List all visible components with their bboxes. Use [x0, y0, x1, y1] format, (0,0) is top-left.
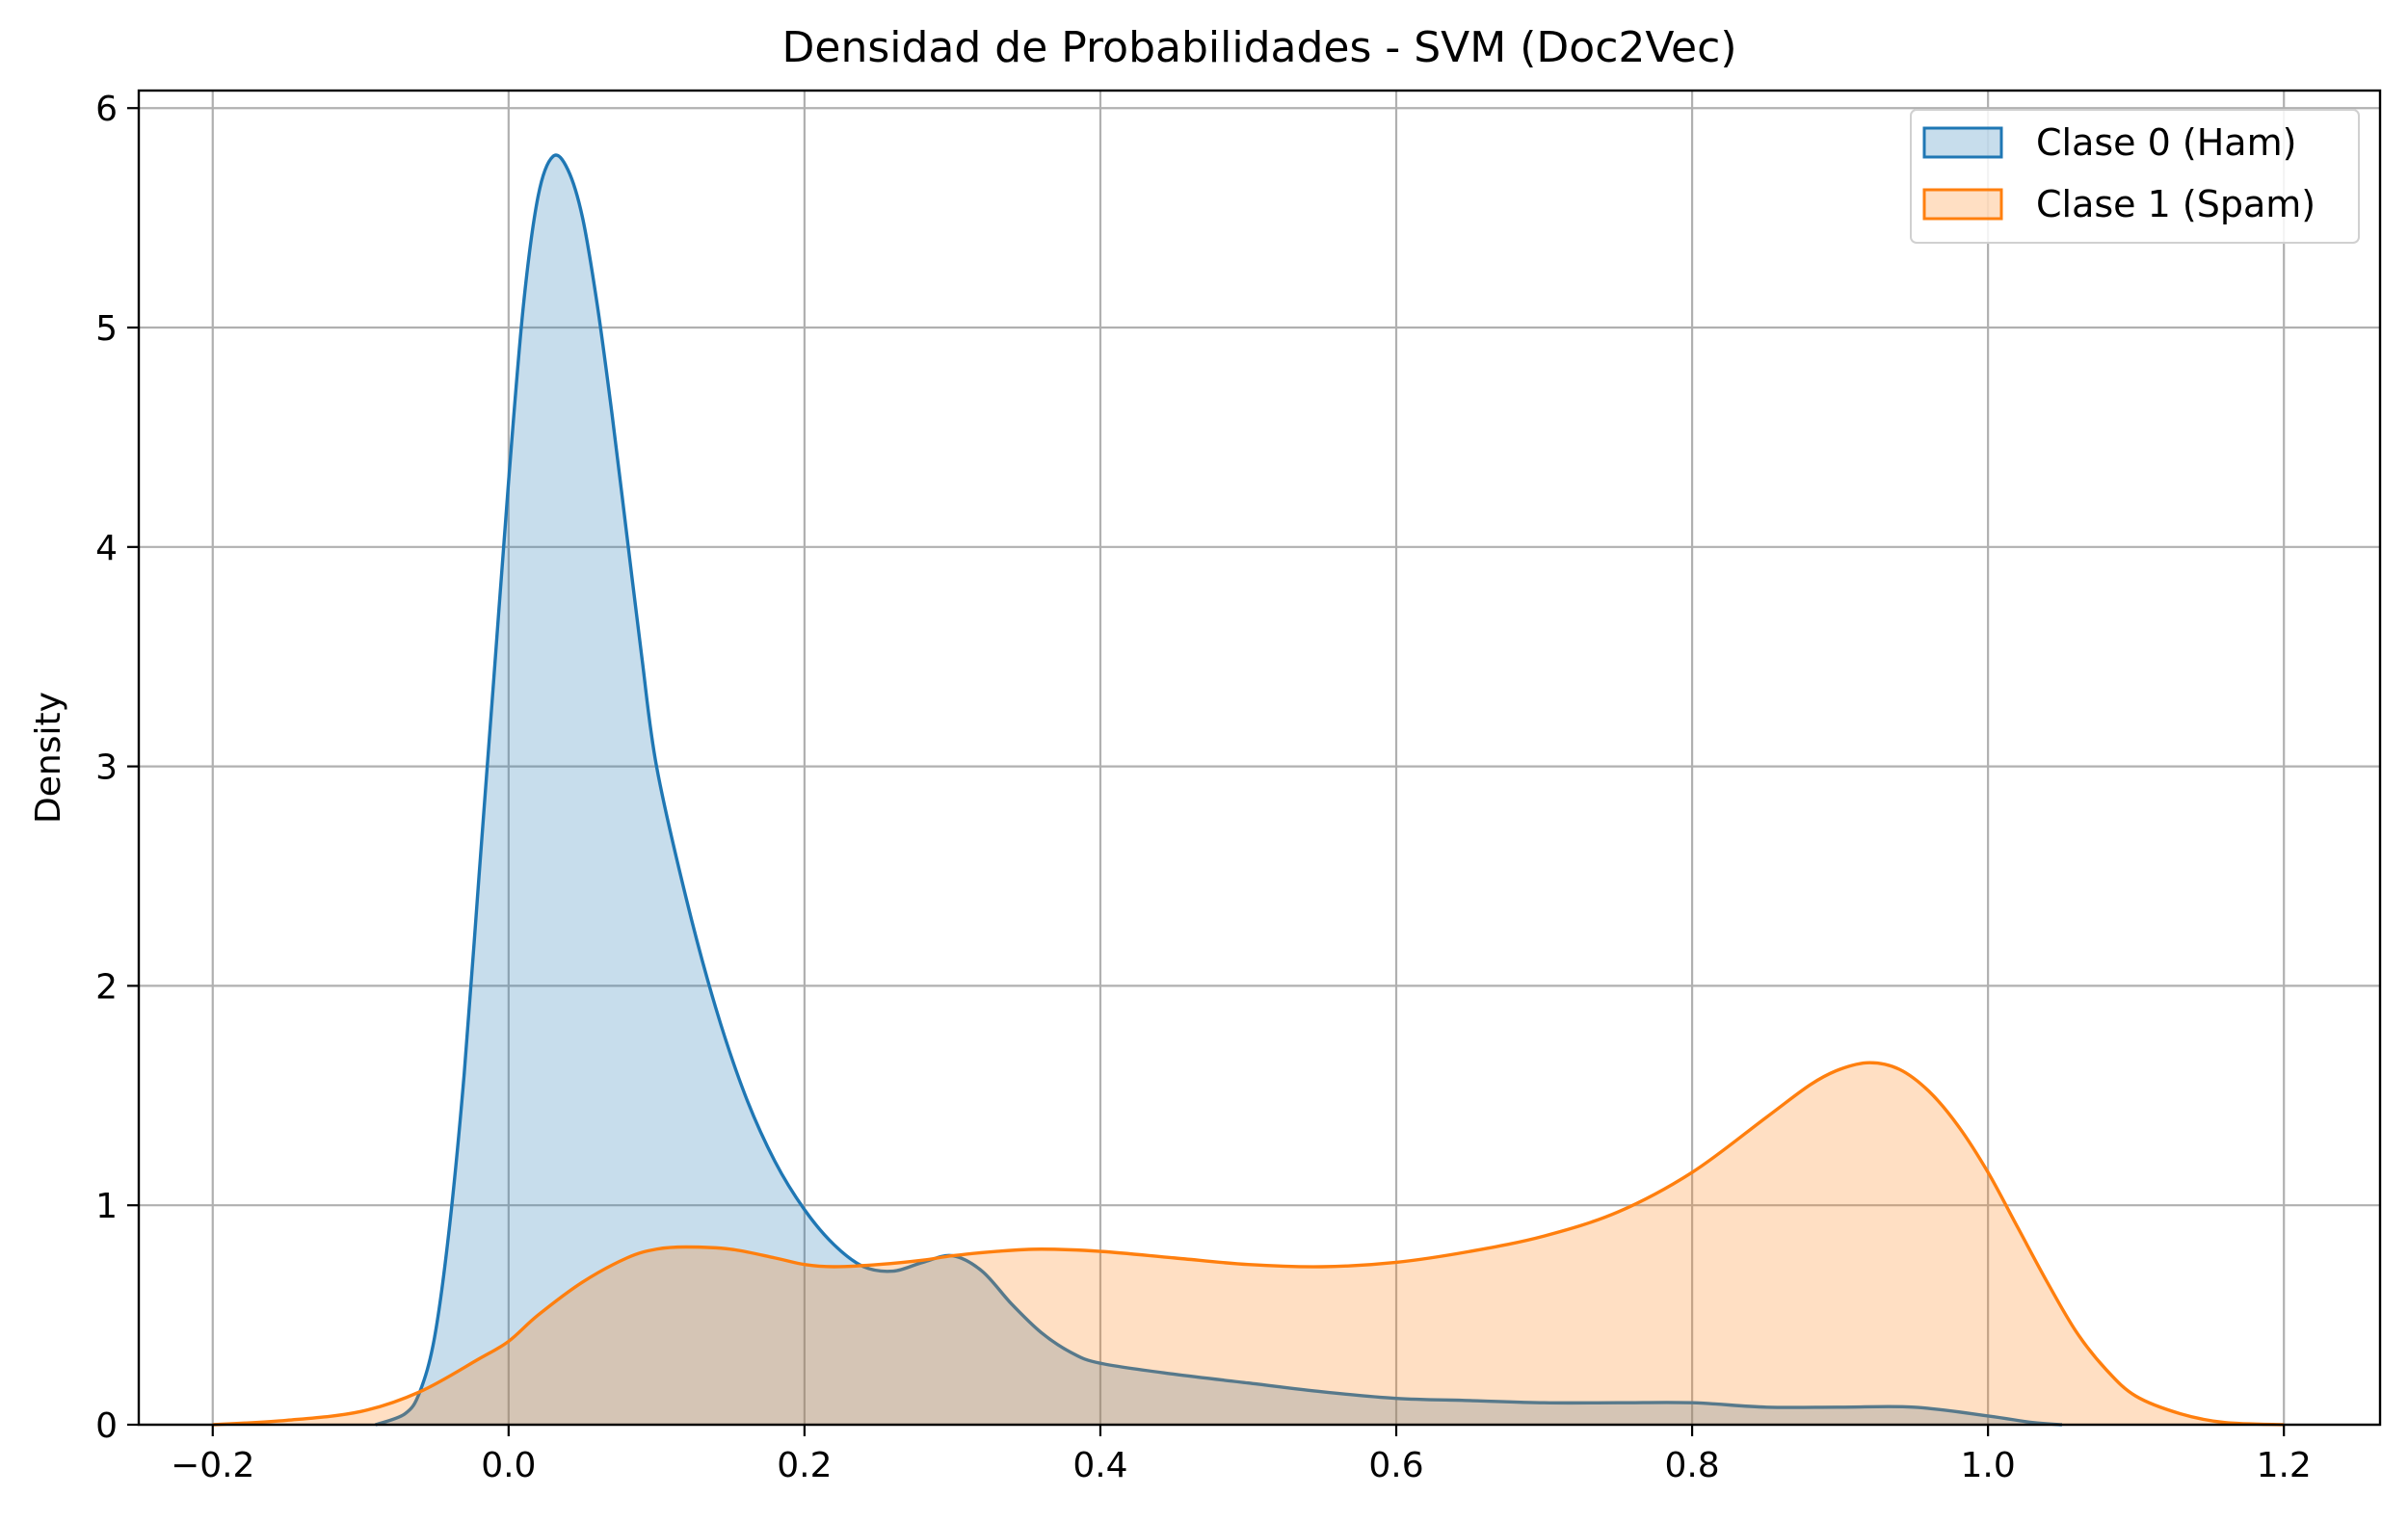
- legend-swatch: [1922, 126, 2003, 159]
- series-1-line: [212, 1061, 2285, 1427]
- x-tick-label: 1.2: [2257, 1446, 2312, 1485]
- series-0-line: [375, 153, 2063, 1427]
- y-tick-label: 0: [95, 1406, 118, 1446]
- legend-box: [1910, 109, 2360, 244]
- x-tick-label: 0.8: [1664, 1446, 1719, 1485]
- x-tick-label: 0.4: [1072, 1446, 1127, 1485]
- x-tick-label: 0.2: [777, 1446, 832, 1485]
- series-layer: [212, 153, 2285, 1427]
- legend: Clase 0 (Ham) Clase 1 (Spam): [1910, 109, 2360, 244]
- legend-label: Clase 1 (Spam): [2036, 183, 2315, 225]
- legend-swatch: [1922, 188, 2003, 221]
- y-axis-label: Density: [29, 692, 68, 824]
- plot-frame: [137, 89, 2382, 1427]
- x-tick-label: −0.2: [171, 1446, 254, 1485]
- legend-label: Clase 0 (Ham): [2036, 121, 2296, 164]
- y-tick-label: 2: [95, 967, 118, 1007]
- y-tick-label: 5: [95, 309, 118, 349]
- x-tick-label: 0.0: [481, 1446, 536, 1485]
- x-tick-label: 1.0: [1961, 1446, 2016, 1485]
- series-0-area: [375, 154, 2062, 1426]
- y-tick-label: 4: [95, 529, 118, 568]
- ticks: −0.2 0.0 0.2 0.4 0.6 0.8 1.0 1.2 0 1 2 3 4 5 6: [95, 90, 2312, 1485]
- series-1-area: [212, 1063, 2285, 1425]
- x-tick-label: 0.6: [1368, 1446, 1423, 1485]
- y-tick-label: 1: [95, 1187, 118, 1226]
- chart-title: Densidad de Probabilidades - SVM (Doc2Ve…: [782, 23, 1737, 72]
- y-tick-label: 6: [95, 90, 118, 129]
- y-tick-label: 3: [95, 748, 118, 788]
